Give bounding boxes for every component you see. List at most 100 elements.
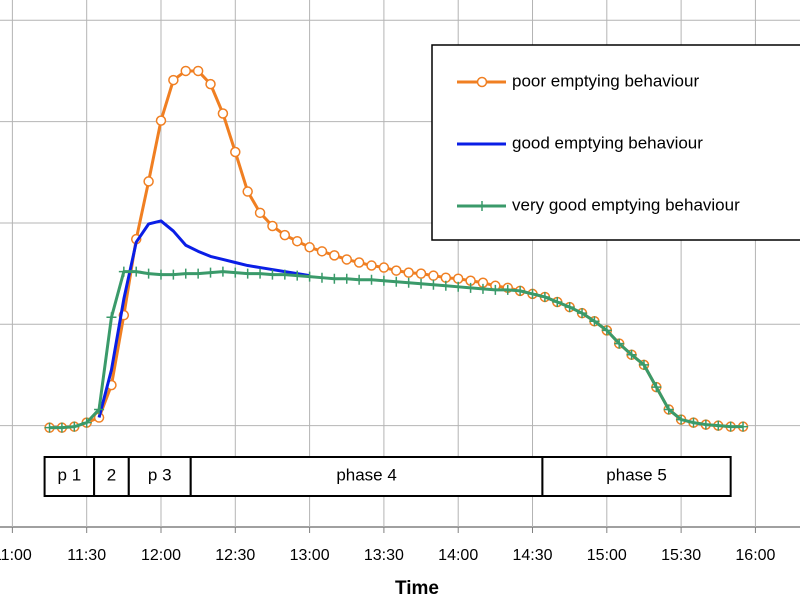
marker: [155, 115, 167, 126]
legend-label: good emptying behaviour: [512, 133, 703, 152]
phase-label: phase 5: [606, 465, 667, 484]
marker: [378, 275, 389, 286]
marker: [713, 420, 724, 431]
marker: [94, 404, 105, 415]
marker: [230, 146, 241, 158]
marker: [428, 279, 439, 290]
marker: [700, 419, 711, 430]
x-tick-label: 13:30: [364, 547, 404, 564]
marker: [676, 414, 687, 425]
marker: [341, 254, 352, 265]
x-tick-label: 15:30: [661, 547, 701, 564]
phase-label: p 3: [148, 465, 172, 484]
phase-label: 2: [107, 465, 116, 484]
marker: [118, 266, 129, 277]
x-tick-label: 14:00: [438, 547, 478, 564]
x-tick-label: 15:00: [587, 547, 627, 564]
marker: [316, 246, 328, 257]
x-tick-label: 11:00: [0, 547, 32, 564]
marker: [663, 404, 674, 415]
marker: [725, 421, 736, 432]
marker: [192, 65, 204, 77]
marker: [391, 276, 402, 287]
legend-marker: [476, 76, 488, 88]
marker: [378, 262, 390, 273]
marker: [254, 207, 266, 219]
x-tick-label: 14:30: [512, 547, 552, 564]
marker: [193, 268, 204, 279]
marker: [316, 272, 327, 283]
marker: [738, 421, 749, 432]
marker: [168, 74, 179, 86]
marker: [564, 302, 575, 313]
marker: [267, 220, 278, 232]
marker: [688, 417, 699, 428]
x-tick-label: 12:30: [215, 547, 255, 564]
marker: [391, 265, 402, 276]
marker: [217, 108, 229, 119]
marker: [304, 242, 315, 253]
marker: [168, 269, 179, 280]
marker: [601, 325, 612, 336]
marker: [477, 283, 488, 294]
marker: [577, 308, 588, 319]
marker: [131, 266, 142, 277]
x-tick-label: 12:00: [141, 547, 181, 564]
marker: [403, 267, 414, 278]
marker: [279, 229, 291, 241]
marker: [440, 280, 451, 291]
marker: [56, 422, 67, 433]
marker: [527, 288, 538, 299]
marker: [255, 268, 266, 279]
phase-label: phase 4: [336, 465, 397, 484]
marker: [143, 176, 154, 187]
marker: [515, 285, 526, 296]
marker: [614, 338, 625, 349]
marker: [155, 269, 166, 280]
marker: [292, 270, 303, 281]
marker: [626, 349, 637, 360]
marker: [465, 282, 476, 293]
marker: [329, 250, 340, 261]
marker: [353, 257, 365, 268]
marker: [205, 267, 216, 278]
marker: [415, 268, 427, 279]
marker: [81, 417, 92, 428]
marker: [416, 278, 427, 289]
marker: [552, 297, 563, 308]
marker: [502, 284, 513, 295]
marker: [267, 269, 278, 280]
phase-box: [127, 456, 192, 497]
marker: [242, 268, 253, 279]
marker: [205, 78, 216, 90]
legend-label: very good emptying behaviour: [512, 195, 740, 214]
marker: [366, 274, 377, 285]
marker: [453, 281, 464, 292]
marker: [291, 235, 303, 247]
marker: [230, 267, 241, 278]
series-line: [49, 270, 744, 430]
marker: [490, 284, 501, 295]
x-axis-label: Time: [395, 578, 439, 599]
x-tick-label: 13:00: [290, 547, 330, 564]
marker: [279, 269, 290, 280]
marker: [329, 273, 340, 284]
marker: [539, 291, 550, 302]
marker: [304, 271, 315, 282]
marker: [143, 268, 154, 279]
marker: [589, 316, 600, 327]
marker: [69, 421, 80, 432]
marker: [403, 277, 414, 288]
marker: [180, 268, 191, 279]
x-tick-label: 11:30: [67, 547, 106, 564]
marker: [366, 260, 377, 271]
series-line: [97, 219, 310, 418]
legend-marker: [477, 201, 487, 211]
phase-label: p 1: [58, 465, 82, 484]
x-tick-label: 16:00: [735, 547, 775, 564]
marker: [106, 312, 117, 323]
marker: [638, 359, 649, 370]
marker: [242, 186, 253, 197]
marker: [354, 274, 365, 285]
